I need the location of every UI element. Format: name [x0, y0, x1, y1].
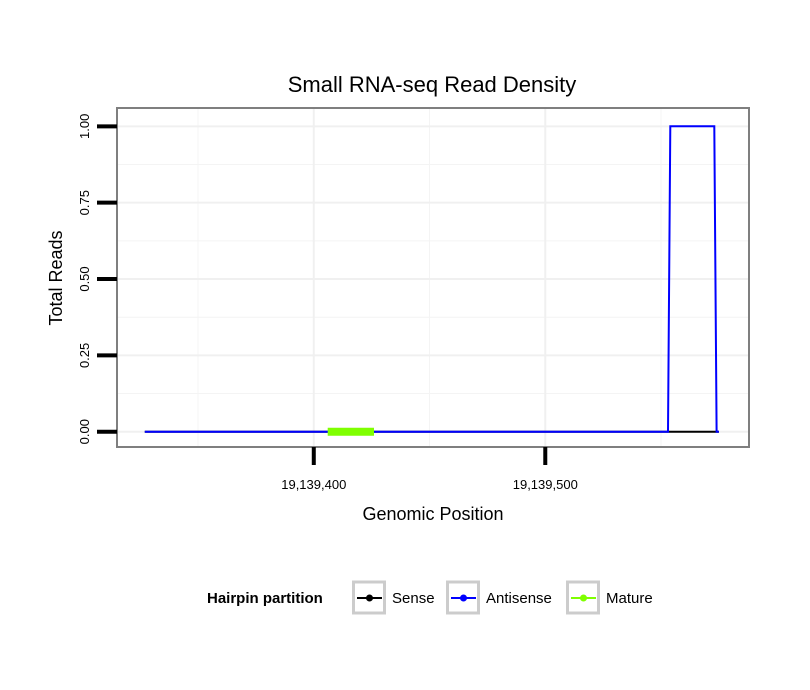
- legend-key-point: [460, 594, 467, 602]
- plot-panel: [117, 108, 749, 447]
- x-tick-label: 19,139,500: [513, 477, 578, 492]
- legend-entry-sense: Sense: [352, 580, 435, 615]
- legend-entry-antisense: Antisense: [446, 580, 552, 615]
- chart-title: Small RNA-seq Read Density: [288, 72, 577, 97]
- y-tick-label: 0.50: [77, 266, 92, 291]
- y-tick-label: 0.25: [77, 343, 92, 368]
- legend-key-point: [366, 594, 373, 602]
- y-tick-label: 1.00: [77, 114, 92, 139]
- x-axis: 19,139,400 19,139,500: [281, 447, 578, 492]
- y-tick-label: 0.00: [77, 419, 92, 444]
- legend-title: Hairpin partition: [207, 590, 323, 607]
- legend-label: Mature: [606, 590, 653, 607]
- y-tick-label: 0.75: [77, 190, 92, 215]
- x-axis-title: Genomic Position: [362, 504, 503, 524]
- x-tick-label: 19,139,400: [281, 477, 346, 492]
- series-line-antisense: [144, 125, 719, 433]
- legend-label: Antisense: [486, 590, 552, 607]
- legend-label: Sense: [392, 590, 435, 607]
- y-axis-title: Total Reads: [46, 230, 66, 325]
- y-axis: 0.00 0.25 0.50 0.75 1.00: [77, 114, 117, 444]
- legend-key-point: [580, 594, 587, 602]
- legend: Hairpin partition Sense Antisense Mature: [207, 580, 653, 615]
- series-lines: [144, 125, 719, 436]
- legend-entry-mature: Mature: [566, 580, 653, 615]
